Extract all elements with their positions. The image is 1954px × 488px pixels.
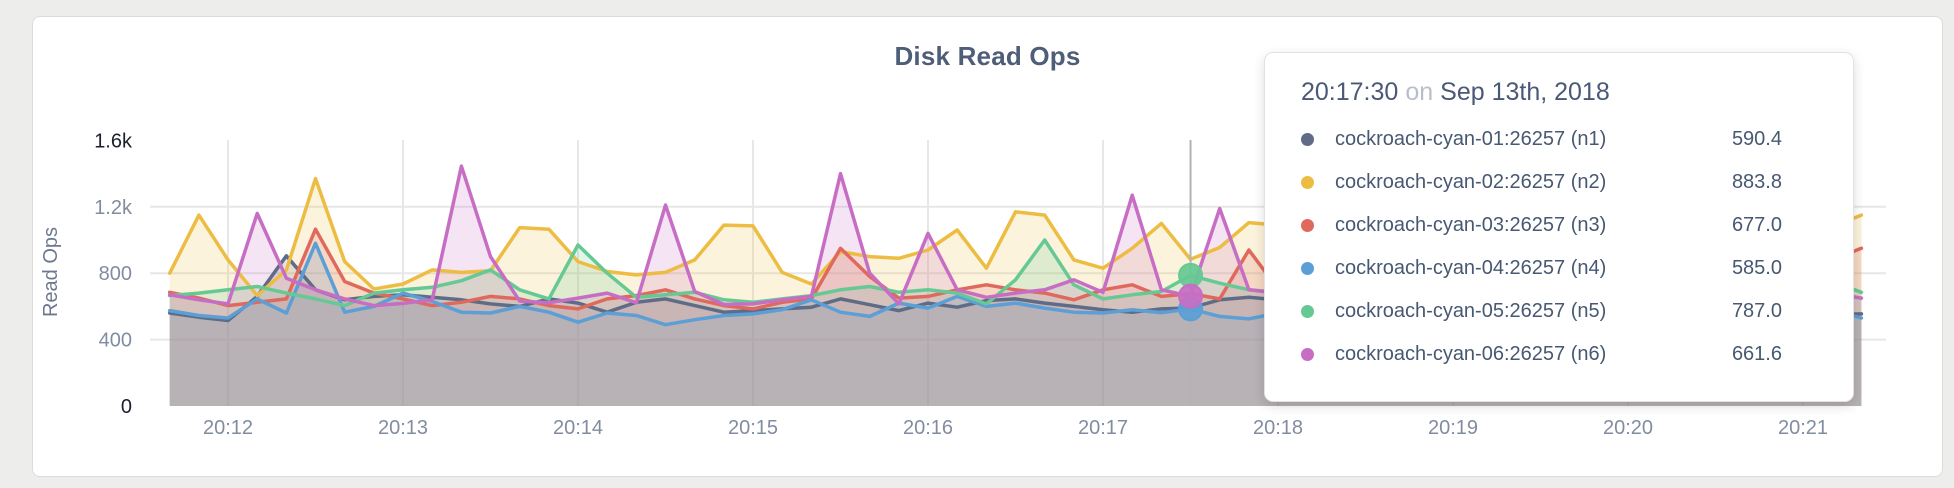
series-value: 787.0 [1731,300,1782,322]
series-color-dot [1301,305,1314,318]
tooltip-row: cockroach-cyan-03:26257 (n3) 677.0 [1301,204,1782,247]
x-tick-label-20:21: 20:21 [1778,417,1828,439]
x-tick-label-20:14: 20:14 [553,417,603,439]
tooltip-row: cockroach-cyan-01:26257 (n1) 590.4 [1301,118,1782,161]
tooltip-row: cockroach-cyan-02:26257 (n2) 883.8 [1301,161,1782,204]
x-tick-label-20:13: 20:13 [378,417,428,439]
x-tick-label-20:18: 20:18 [1253,417,1303,439]
series-value: 590.4 [1731,128,1782,150]
chart-title: Disk Read Ops [894,41,1081,71]
tooltip-rows: cockroach-cyan-01:26257 (n1) 590.4 cockroa… [1301,118,1853,376]
tooltip-header: 20:17:30 on Sep 13th, 2018 [1301,78,1853,107]
tooltip-time: 20:17:30 [1301,78,1399,106]
x-tick-label-20:17: 20:17 [1078,417,1128,439]
y-tick-label-1.6k: 1.6k [94,130,133,152]
series-label: cockroach-cyan-04:26257 (n4) [1335,257,1607,279]
tooltip-conjunction: on [1405,78,1434,106]
chart-tooltip: 20:17:30 on Sep 13th, 2018 cockroach-cyan-… [1264,52,1854,402]
series-label: cockroach-cyan-05:26257 (n5) [1335,300,1607,322]
y-tick-label-1.2k: 1.2k [94,197,133,219]
series-value: 661.6 [1731,343,1782,365]
series-color-dot [1301,176,1314,189]
tooltip-row: cockroach-cyan-05:26257 (n5) 787.0 [1301,290,1782,333]
series-value: 677.0 [1731,214,1782,236]
x-tick-label-20:12: 20:12 [203,417,253,439]
y-axis-label: Read Ops [40,227,62,317]
y-tick-label-400: 400 [99,330,132,352]
x-tick-label-20:15: 20:15 [728,417,778,439]
series-value: 585.0 [1731,257,1782,279]
series-label: cockroach-cyan-02:26257 (n2) [1335,171,1607,193]
y-tick-label-0: 0 [121,396,132,418]
series-label: cockroach-cyan-01:26257 (n1) [1335,128,1607,150]
series-color-dot [1301,133,1314,146]
series-color-dot [1301,262,1314,275]
series-label: cockroach-cyan-03:26257 (n3) [1335,214,1607,236]
x-tick-label-20:20: 20:20 [1603,417,1653,439]
x-tick-label-20:19: 20:19 [1428,417,1478,439]
tooltip-row: cockroach-cyan-06:26257 (n6) 661.6 [1301,333,1782,376]
tooltip-date: Sep 13th, 2018 [1440,78,1610,106]
tooltip-row: cockroach-cyan-04:26257 (n4) 585.0 [1301,247,1782,290]
y-tick-label-800: 800 [99,263,132,285]
series-color-dot [1301,348,1314,361]
hover-dot-n5 [1178,262,1204,288]
series-color-dot [1301,219,1314,232]
hover-dot-n6 [1178,283,1204,309]
x-tick-label-20:16: 20:16 [903,417,953,439]
series-value: 883.8 [1731,171,1782,193]
series-label: cockroach-cyan-06:26257 (n6) [1335,343,1607,365]
